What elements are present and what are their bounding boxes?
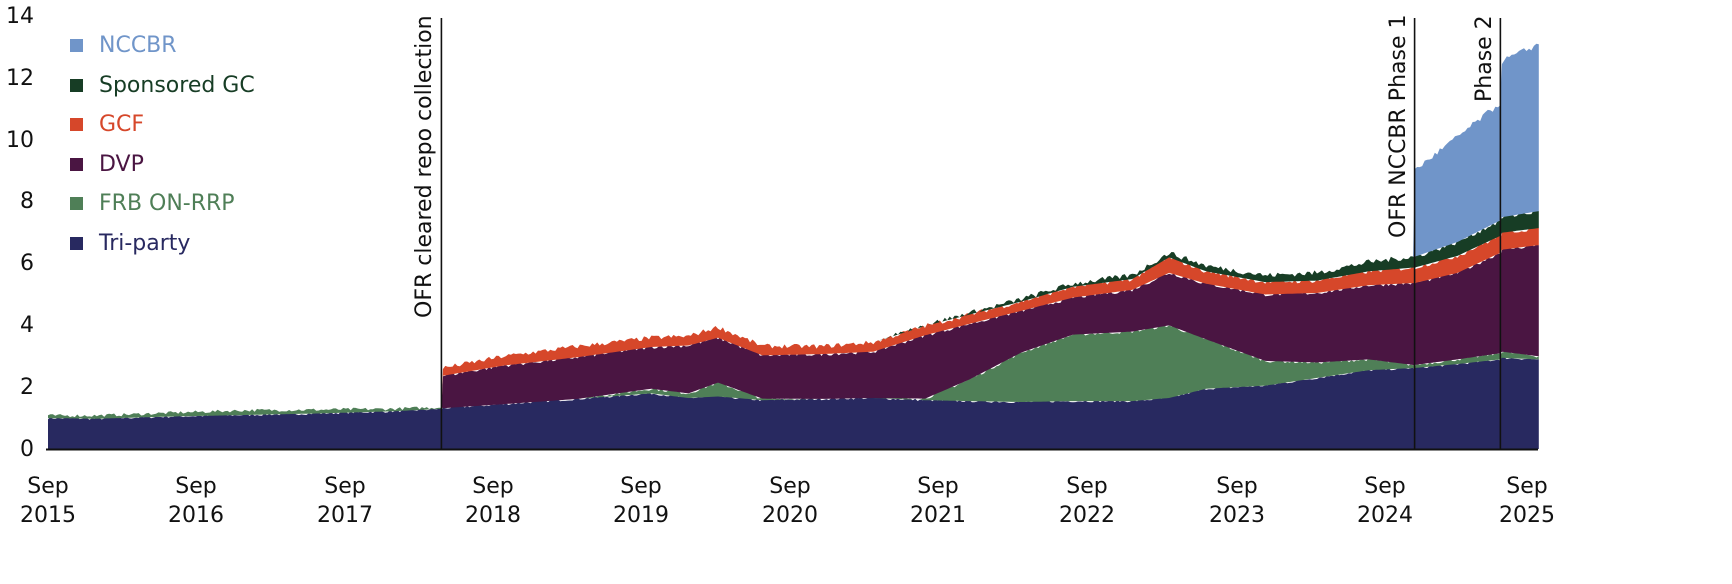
annotation-phase-2: Phase 2	[1472, 15, 1497, 102]
legend-item-frb-on-rrp: FRB ON-RRP	[70, 184, 255, 224]
x-tick-sep-2024: Sep 2024	[1345, 472, 1425, 530]
x-tick-sep-2017: Sep 2017	[305, 472, 385, 530]
legend-item-nccbr: NCCBR	[70, 26, 255, 66]
area-tri-party	[48, 357, 1539, 449]
x-tick-year: 2024	[1357, 503, 1413, 528]
x-tick-sep-2023: Sep 2023	[1197, 472, 1277, 530]
annotation-ofr-cleared-repo-collection: OFR cleared repo collection	[412, 15, 437, 318]
y-tick-10: 10	[6, 128, 34, 153]
area-frb-on-rrp	[48, 325, 1539, 419]
event-lines	[440, 18, 1502, 449]
legend-item-dvp: DVP	[70, 145, 255, 185]
x-tick-sep-2019: Sep 2019	[601, 472, 681, 530]
legend-label-frb-on-rrp: FRB ON-RRP	[99, 191, 235, 217]
legend-item-tri-party: Tri-party	[70, 224, 255, 264]
x-tick-sep-2021: Sep 2021	[898, 472, 978, 530]
legend-swatch-sponsored-gc	[70, 78, 83, 92]
x-tick-month: Sep	[1216, 474, 1258, 499]
x-tick-month: Sep	[1364, 474, 1406, 499]
stacked-areas	[48, 43, 1539, 449]
x-tick-sep-2025: Sep 2025	[1487, 472, 1567, 530]
x-tick-year: 2019	[613, 503, 669, 528]
x-tick-month: Sep	[1506, 474, 1548, 499]
x-tick-year: 2021	[910, 503, 966, 528]
x-tick-month: Sep	[1066, 474, 1108, 499]
legend-swatch-dvp	[70, 157, 83, 171]
x-tick-year: 2016	[168, 503, 224, 528]
legend-swatch-nccbr	[70, 39, 83, 53]
x-tick-month: Sep	[769, 474, 811, 499]
y-tick-8: 8	[20, 189, 34, 214]
legend-label-nccbr: NCCBR	[99, 33, 177, 59]
legend-label-tri-party: Tri-party	[99, 230, 191, 256]
x-tick-month: Sep	[324, 474, 366, 499]
x-tick-sep-2020: Sep 2020	[750, 472, 830, 530]
legend-swatch-frb-on-rrp	[70, 197, 83, 211]
x-tick-year: 2017	[317, 503, 373, 528]
x-tick-year: 2020	[762, 503, 818, 528]
legend-label-sponsored-gc: Sponsored GC	[99, 72, 255, 98]
legend-label-dvp: DVP	[99, 151, 144, 177]
x-tick-year: 2018	[465, 503, 521, 528]
legend-item-gcf: GCF	[70, 105, 255, 145]
y-tick-0: 0	[20, 437, 34, 462]
x-tick-year: 2025	[1499, 503, 1555, 528]
y-tick-12: 12	[6, 66, 34, 91]
x-tick-month: Sep	[472, 474, 514, 499]
area-dvp	[48, 244, 1539, 416]
x-tick-sep-2015: Sep 2015	[8, 472, 88, 530]
y-tick-4: 4	[20, 313, 34, 338]
x-tick-sep-2022: Sep 2022	[1047, 472, 1127, 530]
y-tick-14: 14	[6, 4, 34, 29]
legend-swatch-tri-party	[70, 236, 83, 250]
x-tick-year: 2022	[1059, 503, 1115, 528]
legend-item-sponsored-gc: Sponsored GC	[70, 66, 255, 106]
legend: NCCBR Sponsored GC GCF DVP FRB ON-RRP Tr…	[70, 26, 255, 263]
x-tick-month: Sep	[175, 474, 217, 499]
annotation-ofr-nccbr-phase-1: OFR NCCBR Phase 1	[1386, 14, 1411, 238]
x-tick-sep-2018: Sep 2018	[453, 472, 533, 530]
x-tick-month: Sep	[917, 474, 959, 499]
x-tick-year: 2015	[20, 503, 76, 528]
y-tick-6: 6	[20, 251, 34, 276]
y-tick-2: 2	[20, 375, 34, 400]
x-tick-month: Sep	[27, 474, 69, 499]
x-tick-month: Sep	[620, 474, 662, 499]
x-tick-year: 2023	[1209, 503, 1265, 528]
area-gcf	[48, 226, 1539, 416]
legend-swatch-gcf	[70, 118, 83, 132]
legend-label-gcf: GCF	[99, 112, 145, 138]
x-tick-sep-2016: Sep 2016	[156, 472, 236, 530]
